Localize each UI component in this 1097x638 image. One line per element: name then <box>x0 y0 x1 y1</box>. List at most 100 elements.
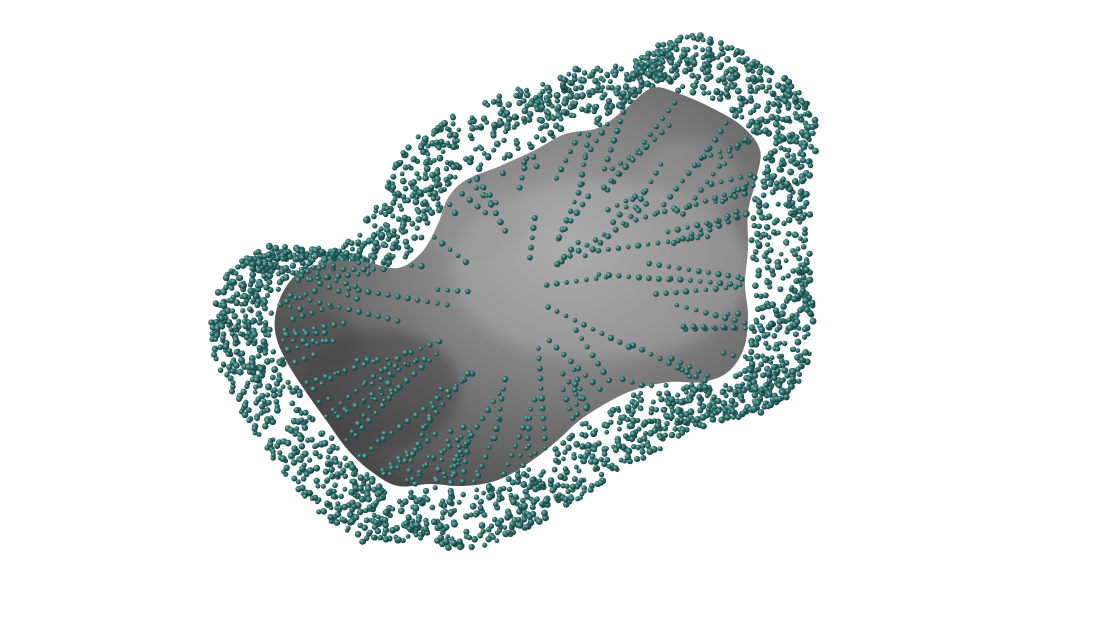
particle <box>291 445 298 452</box>
particle <box>214 289 222 296</box>
particle <box>694 73 702 81</box>
particle <box>540 81 546 87</box>
particle <box>557 125 564 132</box>
particle <box>554 175 559 181</box>
particle <box>471 479 477 485</box>
particle <box>809 299 816 306</box>
particle <box>345 292 351 298</box>
particle <box>550 103 555 109</box>
particle <box>697 400 703 406</box>
particle <box>779 361 786 368</box>
particle <box>751 107 757 113</box>
particle <box>520 497 526 504</box>
particle <box>505 115 513 123</box>
particle <box>473 512 479 518</box>
particle <box>797 205 803 211</box>
particle <box>481 512 488 518</box>
particle <box>793 134 800 141</box>
particle <box>590 326 596 332</box>
particle <box>402 457 409 464</box>
particle <box>401 214 408 221</box>
particle <box>641 419 649 426</box>
particle <box>801 230 808 237</box>
particle <box>605 207 611 213</box>
particle <box>785 273 791 279</box>
particle <box>404 243 411 250</box>
particle <box>474 487 480 493</box>
particle <box>619 376 626 383</box>
particle <box>324 338 330 344</box>
particle <box>778 161 785 167</box>
particle <box>519 175 525 181</box>
particle <box>274 255 281 261</box>
particle <box>273 398 280 405</box>
particle <box>658 162 664 167</box>
particle <box>723 70 729 76</box>
particle <box>271 387 278 393</box>
particle <box>460 423 467 431</box>
particle <box>742 211 750 218</box>
particle <box>355 308 362 315</box>
particle <box>698 155 704 160</box>
particle <box>239 282 246 290</box>
particle <box>348 518 356 526</box>
particle <box>239 258 245 264</box>
particle <box>663 382 669 388</box>
particle <box>391 228 397 234</box>
particle <box>445 288 451 293</box>
particle <box>366 504 373 511</box>
particle <box>707 73 714 80</box>
particle <box>604 456 611 463</box>
particle <box>413 532 419 538</box>
particle <box>480 528 486 534</box>
particle <box>648 352 654 357</box>
particle <box>436 338 443 345</box>
particle <box>566 71 572 77</box>
particle <box>233 324 239 330</box>
particle <box>524 445 530 451</box>
particle <box>755 103 761 109</box>
particle <box>359 538 366 545</box>
particle <box>316 399 322 405</box>
particle <box>230 383 236 390</box>
particle <box>579 201 586 208</box>
particle <box>370 534 377 541</box>
particle <box>803 266 810 273</box>
particle <box>567 253 573 259</box>
particle <box>230 380 236 386</box>
particle <box>805 110 811 116</box>
particle <box>600 77 606 83</box>
particle <box>261 305 268 312</box>
particle <box>402 349 409 356</box>
particle <box>299 465 306 472</box>
particle <box>339 470 345 476</box>
particle <box>734 87 742 95</box>
particle <box>719 179 724 185</box>
particle <box>608 177 615 184</box>
particle <box>774 346 781 352</box>
particle <box>673 207 681 214</box>
particle <box>752 249 759 255</box>
particle <box>603 422 610 429</box>
particle <box>767 284 773 290</box>
particle <box>698 187 704 193</box>
particle <box>320 430 326 436</box>
particle <box>497 406 503 412</box>
particle <box>270 349 277 355</box>
particle <box>455 288 461 294</box>
particle <box>562 496 570 503</box>
particle <box>789 368 797 375</box>
particle <box>257 315 264 321</box>
particle <box>229 368 236 374</box>
particle <box>255 259 263 267</box>
particle <box>485 102 491 108</box>
particle <box>447 479 454 486</box>
particle <box>241 318 248 324</box>
particle <box>321 439 329 447</box>
particle <box>262 320 269 326</box>
particle <box>276 375 283 383</box>
particle <box>638 396 645 404</box>
particle <box>625 343 633 350</box>
particle <box>607 78 613 85</box>
